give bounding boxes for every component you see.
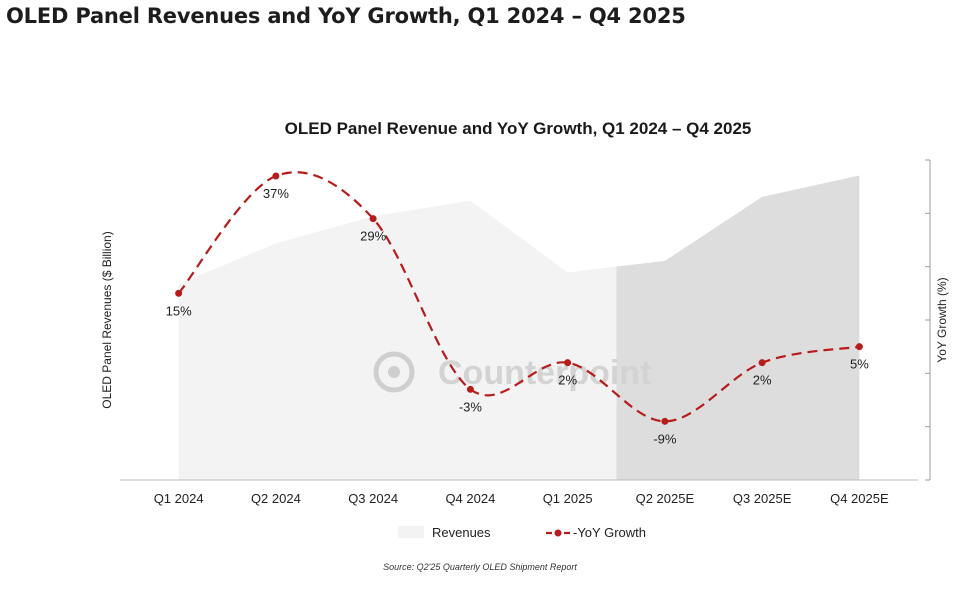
revenue-area-actual <box>178 200 568 480</box>
combo-chart: OLED Panel Revenue and YoY Growth, Q1 20… <box>100 119 949 540</box>
page-title: OLED Panel Revenues and YoY Growth, Q1 2… <box>6 4 686 28</box>
yoy-data-label: 5% <box>850 357 869 372</box>
source-note: Source: Q2'25 Quarterly OLED Shipment Re… <box>383 562 577 572</box>
yoy-data-label: -3% <box>459 399 483 414</box>
yoy-point <box>466 385 474 393</box>
x-tick-label: Q1 2025 <box>543 491 593 506</box>
x-tick-label: Q4 2025E <box>830 491 889 506</box>
legend-revenues-swatch <box>398 526 424 538</box>
yoy-point <box>661 417 669 425</box>
y-axis-label: OLED Panel Revenues ($ Billion) <box>100 231 114 408</box>
x-tick-label: Q3 2024 <box>348 491 398 506</box>
yoy-data-label: 15% <box>166 303 192 318</box>
watermark-text: Counterpoint <box>438 354 651 392</box>
yoy-data-label: 2% <box>753 373 772 388</box>
yoy-data-label: 29% <box>360 229 386 244</box>
yoy-point <box>369 215 377 223</box>
yoy-point <box>855 343 863 351</box>
watermark-logo-icon <box>373 351 415 393</box>
legend-revenues-label: Revenues <box>432 525 491 540</box>
chart-container: OLED Panel Revenue and YoY Growth, Q1 20… <box>0 50 960 589</box>
yoy-point <box>758 359 766 367</box>
watermark-logo-dot <box>388 366 400 378</box>
x-tick-label: Q2 2025E <box>636 491 695 506</box>
y2-axis-label: YoY Growth (%) <box>935 277 949 362</box>
yoy-data-label: -9% <box>653 431 677 446</box>
legend-yoy-marker <box>554 529 562 537</box>
revenue-area-forecast <box>616 175 860 481</box>
x-tick-label: Q3 2025E <box>733 491 792 506</box>
yoy-data-label: 37% <box>263 186 289 201</box>
yoy-data-label: 2% <box>558 373 577 388</box>
yoy-point <box>272 172 280 180</box>
x-tick-label: Q2 2024 <box>251 491 301 506</box>
yoy-point <box>175 289 183 297</box>
legend-yoy-label: -YoY Growth <box>573 525 646 540</box>
x-tick-label: Q1 2024 <box>154 491 204 506</box>
x-tick-label: Q4 2024 <box>445 491 495 506</box>
yoy-point <box>564 359 572 367</box>
chart-title: OLED Panel Revenue and YoY Growth, Q1 20… <box>285 119 752 138</box>
